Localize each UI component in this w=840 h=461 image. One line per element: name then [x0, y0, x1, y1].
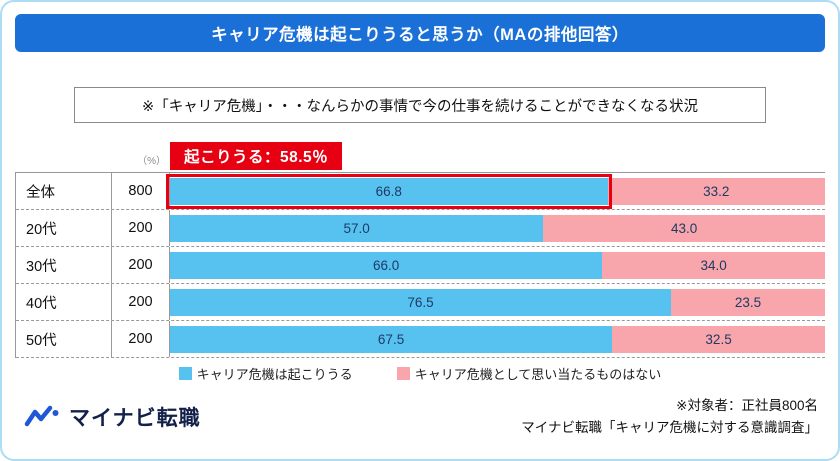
- bar-segment: 67.5: [170, 325, 613, 353]
- bar-value: 32.5: [705, 331, 732, 347]
- bar-track: 67.5 32.5: [170, 321, 825, 357]
- stacked-bar: 66.0 34.0: [170, 251, 825, 279]
- mynavi-wave-icon: [24, 405, 59, 427]
- bar-track: 66.0 34.0: [170, 247, 825, 283]
- row-count: 200: [112, 210, 170, 246]
- highlight-callout: 起こりうる：58.5％: [170, 142, 343, 170]
- bar-value: 34.0: [700, 257, 727, 273]
- bar-value: 23.5: [734, 294, 762, 310]
- row-label: 20代: [16, 210, 112, 246]
- row-label: 30代: [16, 247, 112, 283]
- bar-segment: 43.0: [543, 214, 825, 242]
- legend-item: キャリア危機として思い当たるものはない: [396, 364, 662, 383]
- row-count: 200: [112, 321, 170, 357]
- bar-value: 66.8: [375, 183, 402, 199]
- legend: キャリア危機は起こりうる キャリア危機として思い当たるものはない: [2, 364, 838, 383]
- definition-note-box: ※「キャリア危機」・・・なんらかの事情で今の仕事を続けることができなくなる状況: [74, 87, 766, 123]
- survey-note: マイナビ転職「キャリア危機に対する意識調査」: [521, 420, 818, 436]
- legend-label: キャリア危機は起こりうる: [196, 367, 353, 382]
- mynavi-logo-text: マイナビ転職: [69, 407, 201, 430]
- bar-track: 57.0 43.0: [170, 210, 825, 246]
- row-count: 200: [112, 284, 170, 320]
- row-count: 800: [112, 173, 170, 209]
- bar-value: 67.5: [377, 331, 405, 347]
- bar-segment: 33.2: [607, 177, 825, 205]
- bar-track: 76.5 23.5: [170, 284, 825, 320]
- table-row: 40代 200 76.5 23.5: [16, 284, 825, 321]
- mynavi-logo: マイナビ転職: [24, 402, 201, 432]
- table-row: 50代 200 67.5 32.5: [16, 321, 825, 358]
- stacked-bar: 67.5 32.5: [170, 325, 825, 353]
- bar-value: 33.2: [703, 183, 730, 199]
- bar-value: 76.5: [407, 294, 434, 310]
- percent-unit-label: （%）: [137, 156, 166, 167]
- definition-note-text: ※「キャリア危機」・・・なんらかの事情で今の仕事を続けることができなくなる状況: [142, 98, 698, 115]
- bar-value: 43.0: [671, 220, 698, 236]
- bar-segment: 66.0: [170, 251, 603, 279]
- bar-segment: 23.5: [671, 288, 825, 316]
- table-row: 20代 200 57.0 43.0: [16, 210, 825, 247]
- bar-segment: 66.8: [166, 173, 612, 209]
- bar-segment: 34.0: [602, 251, 825, 279]
- table-row: 30代 200 66.0 34.0: [16, 247, 825, 284]
- stacked-bar: 66.8 33.2: [166, 173, 825, 209]
- bar-segment: 76.5: [170, 288, 672, 316]
- row-label: 40代: [16, 284, 112, 320]
- bar-track: 66.8 33.2: [166, 173, 825, 209]
- audience-note: ※対象者：正社員800名: [676, 398, 818, 413]
- stacked-bar: 57.0 43.0: [170, 214, 825, 242]
- row-label: 50代: [16, 321, 112, 357]
- bar-segment: 32.5: [612, 325, 825, 353]
- legend-swatch: [396, 367, 410, 380]
- page-title: キャリア危機は起こりうると思うか（MAの排他回答）: [211, 26, 629, 44]
- bar-value: 66.0: [373, 257, 400, 273]
- row-label: 全体: [16, 173, 112, 209]
- highlight-callout-text: 起こりうる：58.5％: [184, 149, 329, 166]
- title-bar: キャリア危機は起こりうると思うか（MAの排他回答）: [15, 14, 825, 52]
- table-row: 全体 800 66.8 33.2: [16, 173, 825, 210]
- chart-table: 全体 800 66.8 33.2 20代 200 57.0 43.0 30代 200 66.0 34.…: [15, 172, 825, 358]
- stacked-bar: 76.5 23.5: [170, 288, 825, 316]
- bar-segment: 57.0: [170, 214, 544, 242]
- legend-item: キャリア危機は起こりうる: [178, 364, 353, 383]
- legend-label: キャリア危機として思い当たるものはない: [414, 367, 662, 382]
- legend-swatch: [178, 367, 192, 380]
- source-notes: ※対象者：正社員800名 マイナビ転職「キャリア危機に対する意識調査」: [521, 395, 818, 440]
- bar-value: 57.0: [343, 220, 370, 236]
- row-count: 200: [112, 247, 170, 283]
